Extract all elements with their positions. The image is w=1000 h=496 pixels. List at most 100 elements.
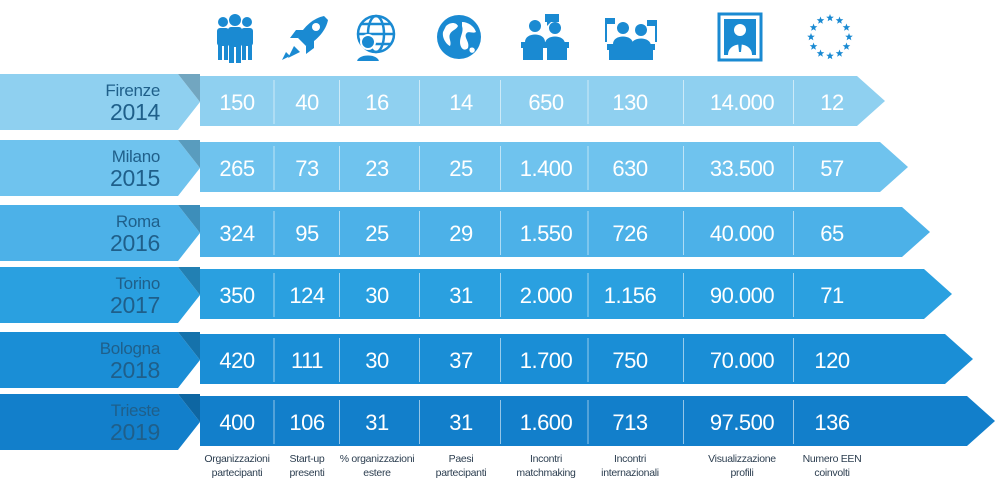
year-row: Firenze 2014 150 40 16 14 650 130 14.000 12 bbox=[0, 72, 1000, 132]
stat-value: 1.700 bbox=[519, 348, 573, 373]
year: 2019 bbox=[110, 419, 160, 445]
column-label-line1: Organizzazioni bbox=[204, 453, 270, 465]
city-name: Torino bbox=[115, 274, 160, 293]
eu-stars-icon bbox=[802, 8, 862, 70]
stat-value: 265 bbox=[219, 156, 255, 181]
column-label-line1: Paesi bbox=[448, 453, 474, 465]
stat-value: 106 bbox=[289, 410, 325, 435]
city-label: Roma 2016 bbox=[0, 213, 160, 255]
city-label: Trieste 2019 bbox=[0, 402, 160, 444]
city-panel bbox=[0, 140, 200, 196]
column-label-line2: presenti bbox=[289, 467, 325, 479]
city-name: Milano bbox=[111, 147, 161, 166]
year: 2014 bbox=[110, 99, 160, 125]
column-label: Incontri internazionali bbox=[580, 452, 680, 480]
stat-value: 90.000 bbox=[709, 283, 775, 308]
column-label-line2: partecipanti bbox=[435, 467, 487, 479]
city-panel bbox=[0, 205, 200, 261]
profile-card-icon bbox=[712, 8, 772, 70]
stat-value: 30 bbox=[365, 283, 389, 308]
stat-value: 350 bbox=[219, 283, 255, 308]
people-group-icon bbox=[207, 8, 267, 70]
year: 2017 bbox=[110, 292, 160, 318]
meeting-icon bbox=[516, 8, 576, 70]
column-label-line2: estere bbox=[363, 467, 391, 479]
column-label-line1: Start-up bbox=[289, 453, 325, 465]
data-band bbox=[200, 142, 908, 192]
city-label: Bologna 2018 bbox=[0, 339, 161, 383]
column-label: Start-up presenti bbox=[257, 452, 357, 480]
stat-value: 33.500 bbox=[709, 156, 775, 181]
year: 2016 bbox=[110, 230, 160, 256]
column-label-line2: coinvolti bbox=[814, 467, 850, 479]
stat-value: 31 bbox=[449, 410, 473, 435]
city-label: Firenze 2014 bbox=[0, 82, 160, 124]
stat-value: 650 bbox=[528, 90, 564, 115]
globe-person-icon bbox=[347, 8, 407, 70]
city-name: Bologna bbox=[99, 339, 161, 358]
stat-value: 136 bbox=[814, 410, 850, 435]
stat-value: 1.156 bbox=[603, 283, 657, 308]
column-label: Organizzazioni partecipanti bbox=[187, 452, 287, 480]
column-label-line1: Numero EEN bbox=[802, 453, 862, 465]
stat-value: 14.000 bbox=[709, 90, 775, 115]
stat-value: 29 bbox=[449, 221, 473, 246]
city-panel bbox=[0, 332, 200, 388]
stat-value: 120 bbox=[814, 348, 850, 373]
city-name: Roma bbox=[115, 212, 160, 231]
stat-value: 23 bbox=[365, 156, 389, 181]
stat-value: 750 bbox=[612, 348, 648, 373]
column-label: Incontri matchmaking bbox=[496, 452, 596, 480]
stat-value: 1.400 bbox=[519, 156, 573, 181]
year-row: Roma 2016 324 95 25 29 1.550 726 40.000 65 bbox=[0, 203, 1000, 263]
data-band bbox=[200, 396, 995, 446]
city-label: Torino 2017 bbox=[0, 275, 160, 317]
stat-value: 40 bbox=[295, 90, 319, 115]
data-band bbox=[200, 76, 885, 126]
stat-value: 30 bbox=[365, 348, 389, 373]
stat-value: 73 bbox=[295, 156, 319, 181]
column-label-line1: Incontri bbox=[529, 453, 563, 465]
city-label: Milano 2015 bbox=[0, 148, 160, 190]
column-label-line2: profili bbox=[730, 467, 754, 479]
data-band bbox=[200, 334, 973, 384]
stat-value: 57 bbox=[820, 156, 844, 181]
stat-value: 111 bbox=[291, 348, 323, 373]
stat-value: 150 bbox=[219, 90, 255, 115]
stat-value: 71 bbox=[820, 283, 844, 308]
rocket-icon bbox=[277, 8, 337, 70]
stat-value: 14 bbox=[449, 90, 473, 115]
data-band bbox=[200, 207, 930, 257]
stat-value: 2.000 bbox=[519, 283, 573, 308]
stat-value: 1.550 bbox=[519, 221, 573, 246]
stat-value: 95 bbox=[295, 221, 319, 246]
stat-value: 713 bbox=[612, 410, 648, 435]
stat-value: 400 bbox=[219, 410, 255, 435]
column-label: Numero EEN coinvolti bbox=[782, 452, 882, 480]
column-label-line2: internazionali bbox=[601, 467, 659, 479]
stat-value: 130 bbox=[612, 90, 648, 115]
stat-value: 31 bbox=[449, 283, 473, 308]
year: 2015 bbox=[110, 165, 160, 191]
year-row: Bologna 2018 420 111 30 37 1.700 750 70.000 120 bbox=[0, 330, 1000, 390]
column-label-line1: Incontri bbox=[613, 453, 647, 465]
city-panel bbox=[0, 74, 200, 130]
year: 2018 bbox=[110, 357, 160, 383]
international-meeting-icon bbox=[600, 8, 660, 70]
stat-value: 25 bbox=[449, 156, 473, 181]
stat-value: 1.600 bbox=[519, 410, 573, 435]
data-band bbox=[200, 269, 952, 319]
stat-value: 40.000 bbox=[709, 221, 775, 246]
column-label: % organizzazioni estere bbox=[327, 452, 427, 480]
stat-value: 65 bbox=[820, 221, 844, 246]
column-label: Paesi partecipanti bbox=[411, 452, 511, 480]
stat-value: 726 bbox=[612, 221, 648, 246]
stat-value: 25 bbox=[365, 221, 389, 246]
column-label-line1: % organizzazioni bbox=[339, 453, 415, 465]
column-label-line1: Visualizzazione bbox=[708, 453, 776, 465]
stat-value: 70.000 bbox=[709, 348, 775, 373]
stat-value: 630 bbox=[612, 156, 648, 181]
year-row: Milano 2015 265 73 23 25 1.400 630 33.500 57 bbox=[0, 138, 1000, 198]
column-label: Visualizzazione profili bbox=[692, 452, 792, 480]
